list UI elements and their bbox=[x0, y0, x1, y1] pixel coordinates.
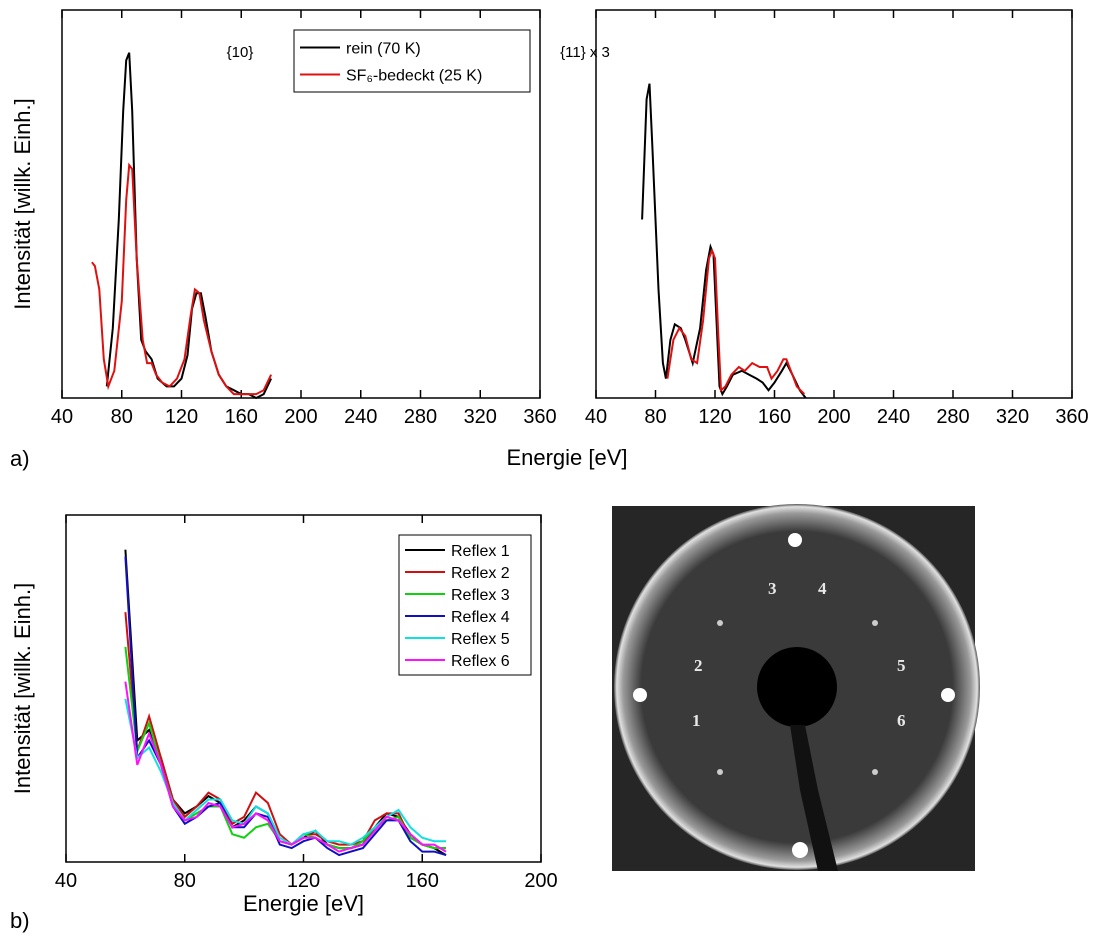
x-tick-label: 280 bbox=[404, 406, 437, 428]
series-line bbox=[105, 52, 273, 400]
spot-label: 2 bbox=[694, 656, 703, 675]
shadow-disc bbox=[757, 647, 837, 727]
panel-label: b) bbox=[10, 908, 30, 933]
x-tick-label: 160 bbox=[225, 406, 258, 428]
x-tick-label: 320 bbox=[996, 406, 1029, 428]
spot-label: 5 bbox=[897, 656, 906, 675]
series-line bbox=[124, 698, 446, 846]
spot bbox=[872, 769, 878, 775]
legend-label: Reflex 1 bbox=[451, 543, 510, 560]
x-tick-label: 160 bbox=[758, 406, 791, 428]
x-tick-label: 200 bbox=[284, 406, 317, 428]
series-line bbox=[124, 556, 447, 857]
spot-label: 1 bbox=[692, 711, 701, 730]
legend-label: SF₆-bedeckt (25 K) bbox=[346, 68, 482, 85]
x-tick-label: 360 bbox=[1055, 406, 1088, 428]
spot bbox=[872, 620, 878, 626]
x-tick-label: 40 bbox=[585, 406, 607, 428]
legend-label: Reflex 5 bbox=[451, 631, 510, 648]
x-tick-label: 200 bbox=[817, 406, 850, 428]
legend-label: Reflex 4 bbox=[451, 609, 510, 626]
spot bbox=[717, 620, 723, 626]
legend-box bbox=[293, 29, 531, 93]
spot bbox=[717, 769, 723, 775]
legend-label: Reflex 2 bbox=[451, 565, 510, 582]
spot-label: 6 bbox=[897, 711, 906, 730]
x-tick-label: 80 bbox=[174, 870, 196, 892]
x-tick-label: 200 bbox=[524, 870, 557, 892]
x-tick-label: 240 bbox=[877, 406, 910, 428]
x-tick-label: 320 bbox=[464, 406, 497, 428]
leed-image: 3 4 2 5 1 6 bbox=[612, 504, 980, 871]
x-tick-label: 120 bbox=[287, 870, 320, 892]
series-line bbox=[124, 681, 447, 853]
x-axis-label: Energie [eV] bbox=[243, 891, 364, 916]
x-tick-label: 360 bbox=[523, 406, 556, 428]
x-tick-label: 80 bbox=[644, 406, 666, 428]
x-tick-label: 120 bbox=[165, 406, 198, 428]
legend-box bbox=[398, 534, 532, 676]
panel-label: a) bbox=[10, 446, 30, 471]
spot bbox=[633, 688, 647, 702]
spot-label: 4 bbox=[818, 579, 827, 598]
annotation: {10} bbox=[227, 44, 254, 61]
plot-frame bbox=[595, 9, 1073, 399]
x-tick-label: 40 bbox=[55, 870, 77, 892]
x-tick-label: 120 bbox=[698, 406, 731, 428]
legend-label: Reflex 6 bbox=[451, 653, 510, 670]
x-tick-label: 240 bbox=[344, 406, 377, 428]
x-tick-label: 80 bbox=[111, 406, 133, 428]
x-tick-label: 160 bbox=[406, 870, 439, 892]
y-axis-label: Intensität [willk. Einh.] bbox=[10, 583, 35, 795]
spot-label: 3 bbox=[768, 579, 777, 598]
spot bbox=[788, 533, 802, 547]
series-line bbox=[124, 646, 446, 850]
series-line bbox=[641, 83, 807, 399]
series-line bbox=[91, 162, 273, 396]
annotation: {11} x 3 bbox=[560, 44, 610, 61]
series-line bbox=[124, 612, 446, 850]
spot bbox=[941, 688, 955, 702]
holder bbox=[790, 725, 838, 871]
series-line bbox=[666, 247, 806, 395]
x-axis-label: Energie [eV] bbox=[506, 445, 627, 470]
y-axis-label: Intensität [willk. Einh.] bbox=[10, 98, 35, 310]
legend-label: Reflex 3 bbox=[451, 587, 510, 604]
spot bbox=[792, 842, 808, 858]
x-tick-label: 280 bbox=[936, 406, 969, 428]
legend-label: rein (70 K) bbox=[346, 41, 421, 58]
x-tick-label: 40 bbox=[51, 406, 73, 428]
